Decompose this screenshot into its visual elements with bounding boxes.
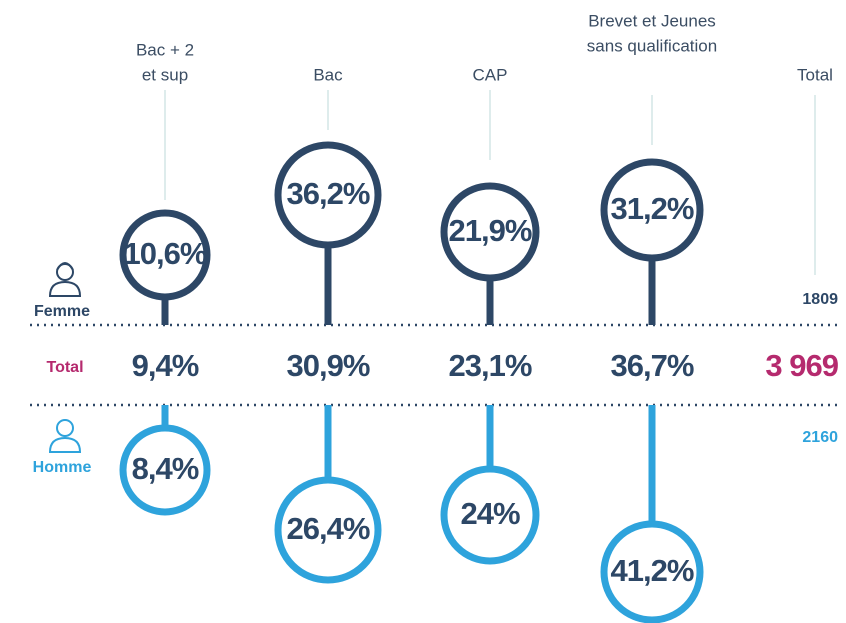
column-label: Total [797, 65, 833, 84]
homme-circle [119, 424, 211, 516]
row-label: Total [46, 359, 83, 376]
homme-icon [48, 419, 82, 453]
total-value: 9,4% [132, 348, 199, 383]
homme-circle [600, 520, 704, 623]
femme-circle [119, 209, 211, 301]
count: 2160 [802, 429, 838, 446]
row-label: Homme [33, 459, 92, 476]
total-value: 23,1% [449, 348, 532, 383]
femme-circle [440, 182, 540, 282]
count: 1809 [802, 291, 838, 308]
femme-circle [600, 158, 704, 262]
total-value: 36,7% [611, 348, 694, 383]
homme-circle [274, 476, 382, 584]
homme-value: 41,2% [611, 553, 694, 588]
femme-value: 31,2% [611, 191, 694, 226]
column-label: Bac [313, 65, 343, 84]
femme-value: 10,6% [124, 236, 207, 271]
homme-value: 8,4% [132, 451, 199, 486]
femme-circle [274, 141, 382, 249]
column-label: Bac + 2 [136, 40, 194, 59]
column-label: sans qualification [587, 36, 717, 55]
femme-value: 36,2% [287, 176, 370, 211]
femme-value: 21,9% [449, 213, 532, 248]
total-value: 30,9% [287, 348, 370, 383]
homme-value: 26,4% [287, 511, 370, 546]
row-label: Femme [34, 303, 90, 320]
column-label: CAP [473, 65, 508, 84]
homme-value: 24% [460, 496, 519, 531]
grand-total: 3 969 [765, 348, 838, 383]
femme-icon [48, 262, 82, 297]
column-label: et sup [142, 65, 188, 84]
homme-circle [440, 465, 540, 565]
column-label: Brevet et Jeunes [588, 11, 716, 30]
